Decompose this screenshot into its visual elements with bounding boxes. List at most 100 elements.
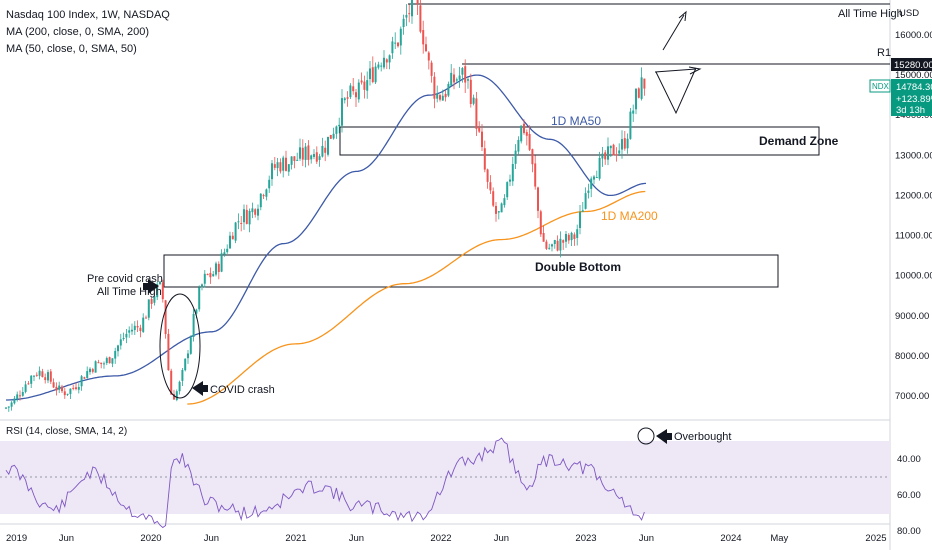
candle[interactable] (313, 149, 315, 160)
candle[interactable] (55, 382, 58, 396)
candle[interactable] (173, 389, 175, 400)
candle[interactable] (259, 193, 262, 211)
candle[interactable] (282, 155, 285, 178)
candle[interactable] (534, 155, 537, 190)
candle[interactable] (481, 124, 483, 152)
ma50-legend[interactable]: MA (50, close, 0, SMA, 50) (6, 43, 137, 55)
candle[interactable] (128, 326, 131, 338)
candle[interactable] (360, 72, 363, 85)
candle[interactable] (209, 267, 212, 284)
candle[interactable] (441, 89, 444, 101)
candle[interactable] (352, 77, 355, 95)
candle[interactable] (640, 67, 643, 101)
candle[interactable] (117, 344, 119, 357)
candle[interactable] (338, 117, 341, 134)
candle[interactable] (570, 231, 573, 247)
candle[interactable] (254, 208, 257, 218)
candle[interactable] (94, 360, 97, 373)
candle[interactable] (139, 324, 142, 338)
candle[interactable] (453, 68, 455, 90)
candle[interactable] (411, 0, 413, 24)
candle[interactable] (103, 361, 105, 369)
candle[interactable] (307, 140, 310, 166)
candle[interactable] (203, 270, 206, 288)
double-bottom-box[interactable] (163, 254, 779, 288)
candle[interactable] (427, 51, 430, 70)
candle[interactable] (590, 176, 593, 198)
candle[interactable] (447, 81, 450, 98)
candle[interactable] (30, 374, 33, 389)
candle[interactable] (598, 151, 601, 181)
candle[interactable] (374, 62, 377, 84)
candle[interactable] (16, 391, 19, 402)
candle[interactable] (632, 104, 635, 122)
candle[interactable] (119, 333, 122, 350)
candle[interactable] (408, 4, 411, 23)
candle[interactable] (52, 378, 55, 389)
candle[interactable] (111, 358, 114, 368)
candle[interactable] (464, 59, 467, 93)
candle[interactable] (212, 270, 215, 277)
candle[interactable] (268, 175, 271, 193)
candle[interactable] (444, 90, 447, 102)
candle[interactable] (262, 193, 265, 200)
candle[interactable] (97, 359, 100, 364)
candle[interactable] (595, 170, 598, 179)
candle[interactable] (265, 188, 268, 201)
candle[interactable] (285, 150, 287, 172)
candle[interactable] (159, 281, 161, 286)
candle[interactable] (472, 94, 475, 106)
candle[interactable] (243, 204, 245, 230)
candle[interactable] (399, 26, 402, 55)
candle[interactable] (573, 232, 576, 246)
candle[interactable] (439, 93, 441, 102)
candle[interactable] (615, 147, 618, 162)
candle[interactable] (19, 390, 21, 401)
candle[interactable] (192, 308, 195, 342)
candle[interactable] (69, 388, 72, 400)
candle[interactable] (206, 273, 209, 276)
candle[interactable] (486, 168, 489, 189)
candle[interactable] (405, 4, 408, 27)
candle[interactable] (321, 137, 324, 158)
candle[interactable] (181, 367, 184, 387)
candle[interactable] (133, 321, 136, 335)
candle[interactable] (327, 136, 329, 157)
candle[interactable] (492, 187, 495, 208)
candle[interactable] (609, 145, 612, 157)
candle[interactable] (380, 62, 383, 72)
candle[interactable] (341, 89, 343, 133)
candle[interactable] (131, 323, 133, 335)
candle[interactable] (5, 407, 7, 410)
candle[interactable] (520, 125, 523, 144)
candle[interactable] (506, 181, 509, 201)
candle[interactable] (436, 85, 439, 103)
candle[interactable] (136, 320, 139, 332)
candle[interactable] (189, 335, 192, 355)
candle[interactable] (153, 292, 156, 306)
candle[interactable] (122, 332, 125, 341)
candle[interactable] (346, 91, 349, 107)
ma200-legend[interactable]: MA (200, close, 0, SMA, 200) (6, 26, 150, 38)
candle[interactable] (41, 368, 44, 378)
candle[interactable] (576, 224, 579, 246)
candle[interactable] (164, 299, 167, 339)
candle[interactable] (357, 79, 360, 103)
candle[interactable] (475, 92, 478, 136)
candle[interactable] (63, 387, 66, 399)
candle[interactable] (366, 71, 369, 99)
candle[interactable] (44, 373, 47, 384)
candle[interactable] (145, 315, 147, 319)
ma200-line[interactable] (187, 190, 646, 405)
candle[interactable] (66, 393, 69, 397)
candle[interactable] (584, 187, 587, 210)
candle[interactable] (511, 156, 514, 186)
candle[interactable] (525, 129, 528, 146)
candle[interactable] (503, 194, 506, 208)
candle[interactable] (248, 208, 251, 233)
candle[interactable] (257, 204, 259, 221)
candle[interactable] (450, 64, 453, 87)
candle[interactable] (13, 395, 16, 405)
candle[interactable] (27, 380, 30, 385)
